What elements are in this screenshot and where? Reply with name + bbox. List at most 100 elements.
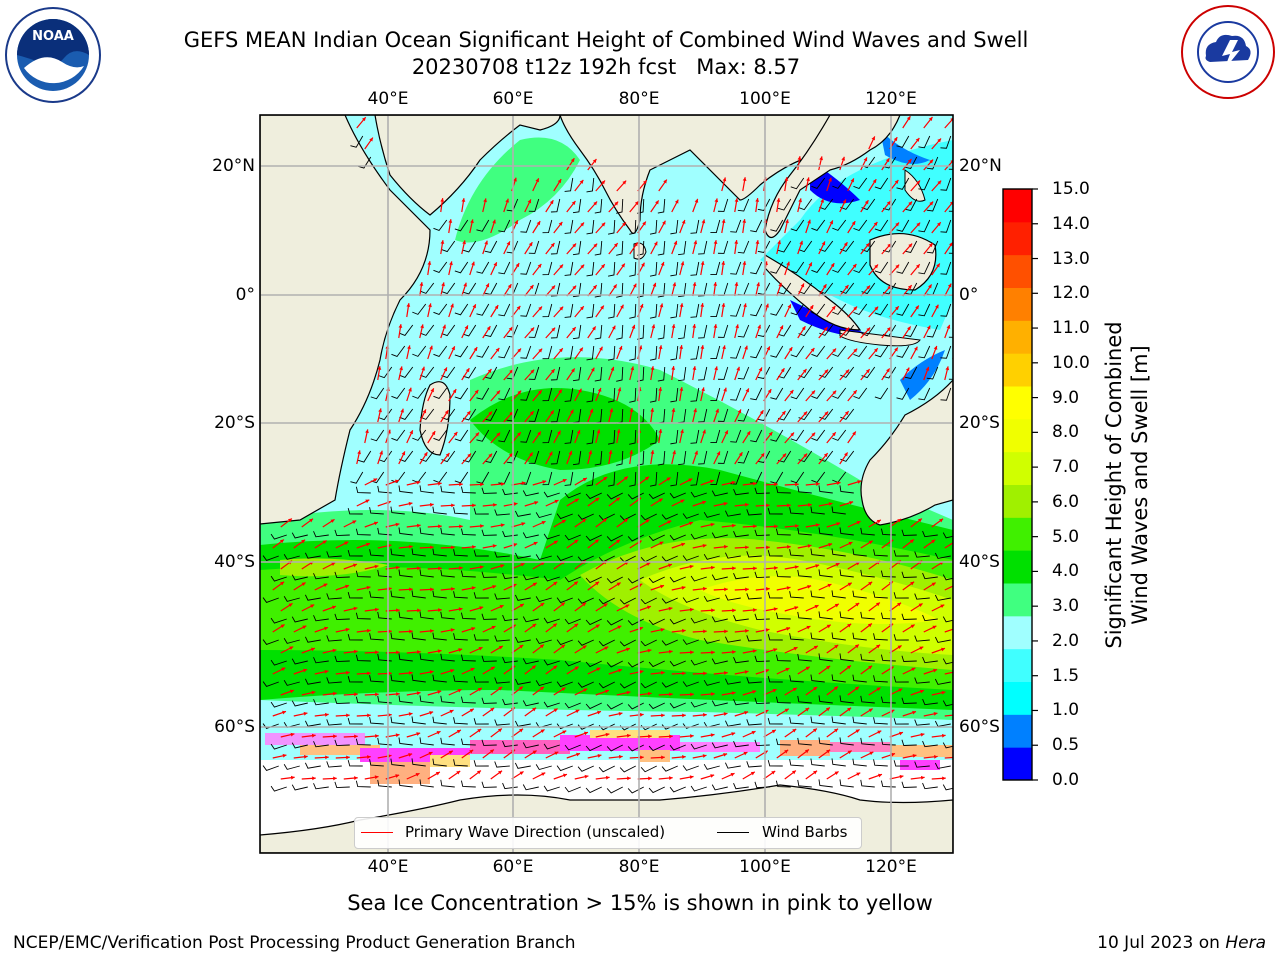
- wave-direction-arrowhead: [933, 668, 938, 673]
- wind-barb: [528, 366, 540, 380]
- wave-direction-arrowhead: [631, 324, 636, 329]
- wave-direction-arrowhead: [560, 602, 565, 607]
- colorbar-tick-label: 8.0: [1052, 422, 1080, 443]
- wind-barb: [585, 744, 602, 752]
- colorbar-segment: [1003, 714, 1032, 748]
- wind-barb: [270, 533, 287, 540]
- wind-barb: [473, 550, 489, 557]
- wave-direction-arrowhead: [794, 606, 799, 610]
- wind-barb: [462, 282, 477, 295]
- wave-direction-arrowhead: [601, 264, 605, 269]
- wind-barb: [790, 471, 805, 484]
- wave-direction-arrowhead: [552, 623, 557, 628]
- wave-direction-arrowhead: [909, 539, 914, 544]
- wind-barb: [550, 324, 561, 339]
- wave-direction-arrowhead: [710, 733, 715, 738]
- wind-barb: [398, 569, 413, 578]
- wind-barb: [790, 261, 805, 274]
- colorbar-tick-label: 0.0: [1052, 770, 1080, 790]
- wind-barb: [670, 345, 679, 361]
- wind-barb: [454, 471, 469, 484]
- wave-direction-arrowhead: [689, 564, 694, 569]
- wind-barb: [690, 701, 707, 708]
- wave-direction-arrowhead: [714, 366, 718, 371]
- wave-direction-arrowhead: [540, 686, 545, 691]
- wave-band-4m-north: [470, 388, 660, 470]
- wave-direction-arrowhead: [806, 625, 811, 630]
- wave-direction-arrowhead: [615, 497, 620, 502]
- wind-barb: [334, 613, 350, 621]
- wave-direction-arrowhead: [627, 776, 631, 781]
- wind-barb: [419, 737, 434, 746]
- wave-direction-arrowhead: [710, 565, 715, 570]
- wave-direction-arrowhead: [325, 755, 329, 760]
- wave-direction-arrowhead: [784, 177, 789, 181]
- wave-direction-arrowhead: [331, 562, 336, 566]
- wave-direction-arrowhead: [907, 326, 911, 331]
- wind-barb: [326, 593, 342, 600]
- wave-direction-arrowhead: [469, 749, 474, 754]
- wave-direction-arrowhead: [852, 431, 856, 436]
- wind-barb: [777, 198, 792, 211]
- wave-direction-arrowhead: [926, 325, 931, 330]
- wave-direction-arrowhead: [771, 729, 776, 734]
- wave-direction-arrowhead: [395, 774, 400, 778]
- wave-direction-arrowhead: [457, 689, 462, 693]
- wave-direction-arrowhead: [472, 304, 476, 309]
- wave-direction-arrowhead: [939, 518, 944, 523]
- wind-barb: [391, 345, 406, 358]
- lat-label-left-0: 0°: [235, 285, 255, 305]
- wave-direction-arrowhead: [872, 179, 877, 184]
- wave-direction-arrowhead: [516, 305, 521, 310]
- wave-direction-arrowhead: [834, 644, 839, 649]
- wind-barb: [853, 387, 868, 400]
- wave-direction-arrowhead: [807, 544, 812, 548]
- wave-direction-arrowhead: [489, 749, 494, 754]
- wave-direction-arrowhead: [396, 650, 400, 655]
- wind-barb: [440, 779, 455, 788]
- wind-barb: [682, 681, 699, 687]
- wind-barb: [853, 177, 868, 190]
- wave-direction-arrowhead: [346, 713, 350, 718]
- wind-barb: [598, 597, 615, 605]
- wind-barb: [412, 429, 427, 441]
- wind-barb: [594, 198, 603, 214]
- wind-barb: [390, 674, 405, 683]
- wind-barb: [476, 471, 490, 484]
- wind-barb: [313, 783, 329, 790]
- wave-direction-arrowhead: [416, 480, 421, 485]
- wave-direction-arrowhead: [584, 774, 589, 779]
- wind-barb: [839, 527, 854, 536]
- wave-direction-arrowhead: [868, 581, 873, 586]
- wind-barb: [460, 696, 476, 704]
- wave-direction-arrowhead: [693, 240, 698, 245]
- wind-barb: [698, 366, 708, 381]
- wind-barb: [940, 345, 952, 359]
- wave-direction-arrowhead: [891, 752, 896, 757]
- wave-direction-arrowhead: [847, 582, 852, 587]
- wave-direction-arrowhead: [759, 410, 764, 415]
- wind-barb: [839, 653, 854, 662]
- wave-direction-arrowhead: [408, 544, 413, 549]
- wave-direction-arrowhead: [833, 686, 838, 691]
- wind-barb: [670, 387, 679, 403]
- wave-direction-arrowhead: [681, 585, 686, 590]
- wave-direction-arrowhead: [373, 478, 378, 482]
- wave-direction-arrowhead: [398, 324, 403, 328]
- wave-direction-arrowhead: [590, 367, 595, 372]
- wave-direction-arrowhead: [290, 732, 295, 737]
- wave-direction-arrowhead: [408, 753, 413, 757]
- wave-direction-arrowhead: [613, 243, 618, 248]
- wave-direction-arrowhead: [622, 222, 626, 227]
- wave-direction-arrowhead: [333, 776, 337, 781]
- wind-barb: [797, 527, 812, 536]
- wind-barb: [270, 743, 287, 750]
- wave-direction-arrowhead: [650, 450, 655, 454]
- wave-direction-arrowhead: [843, 242, 848, 247]
- wind-barb: [922, 656, 938, 664]
- lat-label-left-20s: 20°S: [214, 413, 255, 433]
- wind-barb: [942, 658, 953, 665]
- lon-label-bottom-80e: 80°E: [618, 857, 660, 877]
- wave-direction-arrowhead: [634, 242, 638, 247]
- wave-direction-arrowhead: [583, 731, 588, 736]
